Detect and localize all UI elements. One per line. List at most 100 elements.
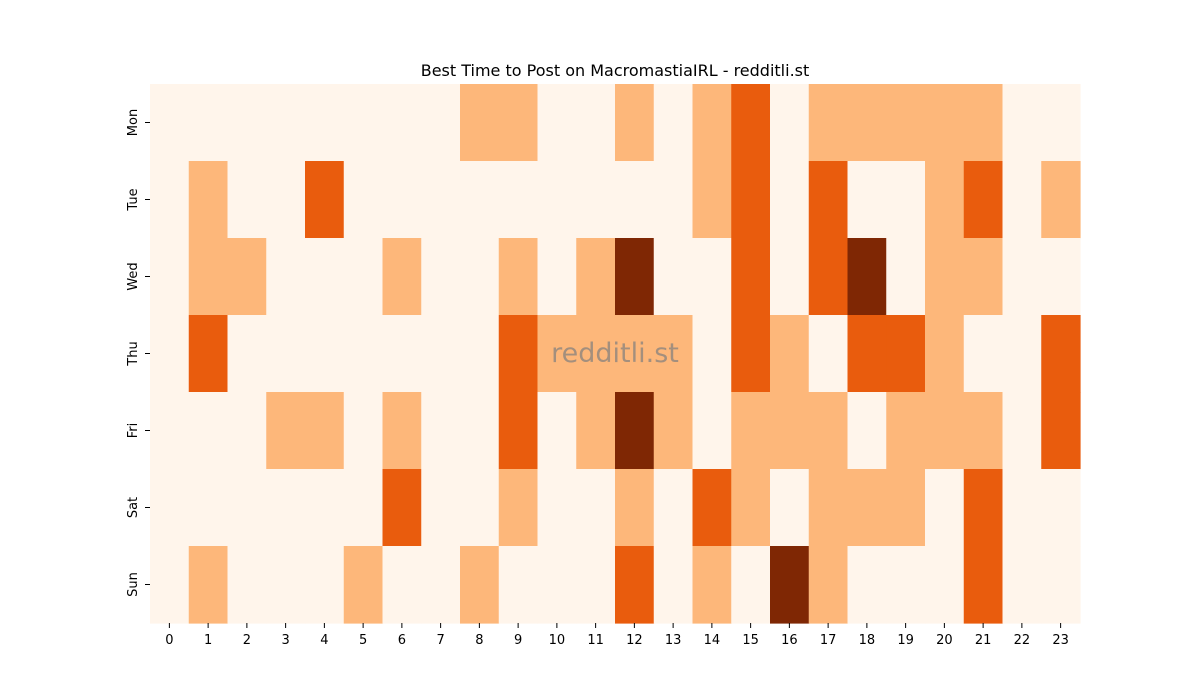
heatmap-cell	[150, 161, 190, 239]
y-axis: Mon Tue Wed Thu Fri Sat Sun	[126, 109, 150, 597]
heatmap-cell	[266, 392, 306, 470]
heatmap-cell	[343, 161, 384, 239]
heatmap-cell	[653, 315, 694, 393]
heatmap-cell	[150, 392, 190, 470]
heatmap-cell	[498, 84, 539, 162]
heatmap-cell	[1002, 546, 1042, 624]
y-tick-label: Thu	[126, 341, 141, 366]
heatmap-cells	[150, 84, 1081, 624]
heatmap-cell	[731, 315, 771, 393]
heatmap-cell	[731, 238, 771, 316]
heatmap-cell	[847, 315, 887, 393]
heatmap-cell	[615, 315, 655, 393]
heatmap-cell	[382, 392, 422, 470]
x-tick-label: 18	[859, 633, 876, 648]
heatmap-cell	[1041, 238, 1081, 316]
heatmap-cell	[963, 315, 1004, 393]
heatmap-cell	[886, 315, 926, 393]
heatmap-cell	[227, 161, 267, 239]
heatmap-cell	[808, 469, 849, 547]
heatmap-cell	[498, 315, 539, 393]
heatmap-cell	[576, 238, 616, 316]
heatmap-cell	[615, 238, 655, 316]
heatmap-cell	[537, 546, 577, 624]
heatmap-cell	[343, 84, 384, 162]
heatmap-cell	[963, 84, 1004, 162]
x-tick-label: 19	[897, 633, 914, 648]
heatmap-cell	[460, 84, 500, 162]
x-axis: 0 1 2 3 4 5 6 7 8 9 10 11 12 13 14 15 16 17 18 19 20 21 22 23	[165, 623, 1069, 648]
heatmap-cell	[1041, 392, 1081, 470]
heatmap-cell	[150, 84, 190, 162]
heatmap-cell	[808, 392, 849, 470]
heatmap-cell	[343, 238, 384, 316]
heatmap-cell	[498, 469, 539, 547]
heatmap-cell	[227, 315, 267, 393]
heatmap-cell	[925, 84, 965, 162]
heatmap-cell	[498, 161, 539, 239]
heatmap-cell	[382, 161, 422, 239]
heatmap-cell	[188, 238, 229, 316]
heatmap-cell	[421, 546, 461, 624]
heatmap-cell	[305, 315, 345, 393]
heatmap-cell	[886, 546, 926, 624]
heatmap-cell	[925, 161, 965, 239]
heatmap-cell	[847, 469, 887, 547]
heatmap-cell	[1041, 315, 1081, 393]
heatmap-cell	[537, 392, 577, 470]
heatmap-cell	[421, 392, 461, 470]
heatmap-cell	[266, 546, 306, 624]
heatmap-cell	[576, 84, 616, 162]
heatmap-cell	[188, 392, 229, 470]
heatmap-cell	[692, 546, 732, 624]
heatmap-cell	[537, 161, 577, 239]
heatmap-cell	[227, 84, 267, 162]
x-tick-label: 2	[243, 633, 251, 648]
heatmap-cell	[305, 469, 345, 547]
heatmap-cell	[963, 546, 1004, 624]
x-tick-label: 11	[587, 633, 604, 648]
heatmap-cell	[731, 161, 771, 239]
heatmap-cell	[770, 546, 810, 624]
heatmap-cell	[808, 315, 849, 393]
heatmap-cell	[227, 238, 267, 316]
heatmap-cell	[615, 469, 655, 547]
heatmap-cell	[653, 392, 694, 470]
x-tick-label: 10	[549, 633, 566, 648]
heatmap-cell	[653, 546, 694, 624]
heatmap-cell	[925, 546, 965, 624]
heatmap-cell	[382, 315, 422, 393]
x-tick-label: 9	[514, 633, 522, 648]
heatmap-cell	[886, 392, 926, 470]
heatmap-cell	[150, 469, 190, 547]
heatmap-cell	[421, 238, 461, 316]
heatmap-cell	[1041, 546, 1081, 624]
heatmap-cell	[963, 392, 1004, 470]
x-tick-label: 12	[626, 633, 643, 648]
heatmap-cell	[150, 238, 190, 316]
heatmap-cell	[886, 161, 926, 239]
heatmap-cell	[692, 161, 732, 239]
heatmap-cell	[266, 84, 306, 162]
heatmap-cell	[925, 238, 965, 316]
heatmap-cell	[808, 238, 849, 316]
y-tick-label: Fri	[126, 423, 141, 439]
heatmap-cell	[847, 161, 887, 239]
heatmap-cell	[421, 161, 461, 239]
heatmap-cell	[460, 315, 500, 393]
heatmap-cell	[731, 392, 771, 470]
heatmap-cell	[653, 84, 694, 162]
x-tick-label: 6	[398, 633, 406, 648]
heatmap-cell	[305, 84, 345, 162]
heatmap-cell	[847, 84, 887, 162]
heatmap-cell	[498, 238, 539, 316]
heatmap-cell	[266, 469, 306, 547]
heatmap-cell	[421, 469, 461, 547]
heatmap-cell	[227, 392, 267, 470]
x-tick-label: 23	[1052, 633, 1069, 648]
heatmap-cell	[731, 84, 771, 162]
heatmap-cell	[460, 161, 500, 239]
heatmap-cell	[1002, 84, 1042, 162]
x-tick-label: 3	[281, 633, 289, 648]
heatmap-cell	[615, 546, 655, 624]
